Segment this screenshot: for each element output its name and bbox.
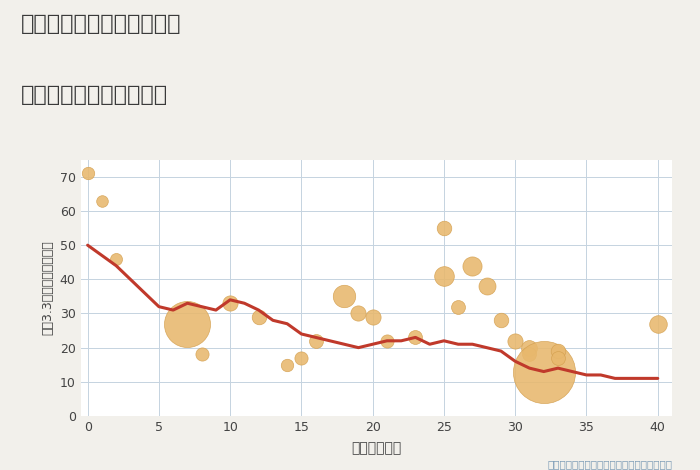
Point bbox=[310, 337, 321, 345]
Point bbox=[225, 299, 236, 307]
Point bbox=[111, 255, 122, 263]
Text: 兵庫県丹波市春日町栢野の: 兵庫県丹波市春日町栢野の bbox=[21, 14, 181, 34]
Point bbox=[253, 313, 265, 321]
Point bbox=[552, 354, 564, 361]
Point bbox=[481, 282, 492, 290]
Point bbox=[296, 354, 307, 361]
Text: 築年数別中古戸建て価格: 築年数別中古戸建て価格 bbox=[21, 85, 168, 105]
Point bbox=[82, 170, 93, 177]
Point bbox=[182, 320, 193, 328]
Y-axis label: 坪（3.3㎡）単価（万円）: 坪（3.3㎡）単価（万円） bbox=[41, 241, 54, 335]
Point bbox=[281, 361, 293, 368]
Point bbox=[97, 197, 108, 204]
Point bbox=[438, 224, 449, 232]
Point bbox=[467, 262, 478, 269]
Point bbox=[367, 313, 378, 321]
Point bbox=[410, 334, 421, 341]
Point bbox=[196, 351, 207, 358]
Point bbox=[524, 344, 535, 352]
X-axis label: 築年数（年）: 築年数（年） bbox=[351, 441, 401, 455]
Point bbox=[538, 368, 550, 376]
Point bbox=[496, 317, 507, 324]
Point bbox=[524, 351, 535, 358]
Point bbox=[453, 303, 464, 310]
Point bbox=[652, 320, 664, 328]
Point bbox=[552, 347, 564, 355]
Point bbox=[510, 337, 521, 345]
Point bbox=[339, 293, 350, 300]
Point bbox=[353, 310, 364, 317]
Point bbox=[382, 337, 393, 345]
Text: 円の大きさは、取引のあった物件面積を示す: 円の大きさは、取引のあった物件面積を示す bbox=[547, 460, 672, 470]
Point bbox=[438, 272, 449, 280]
